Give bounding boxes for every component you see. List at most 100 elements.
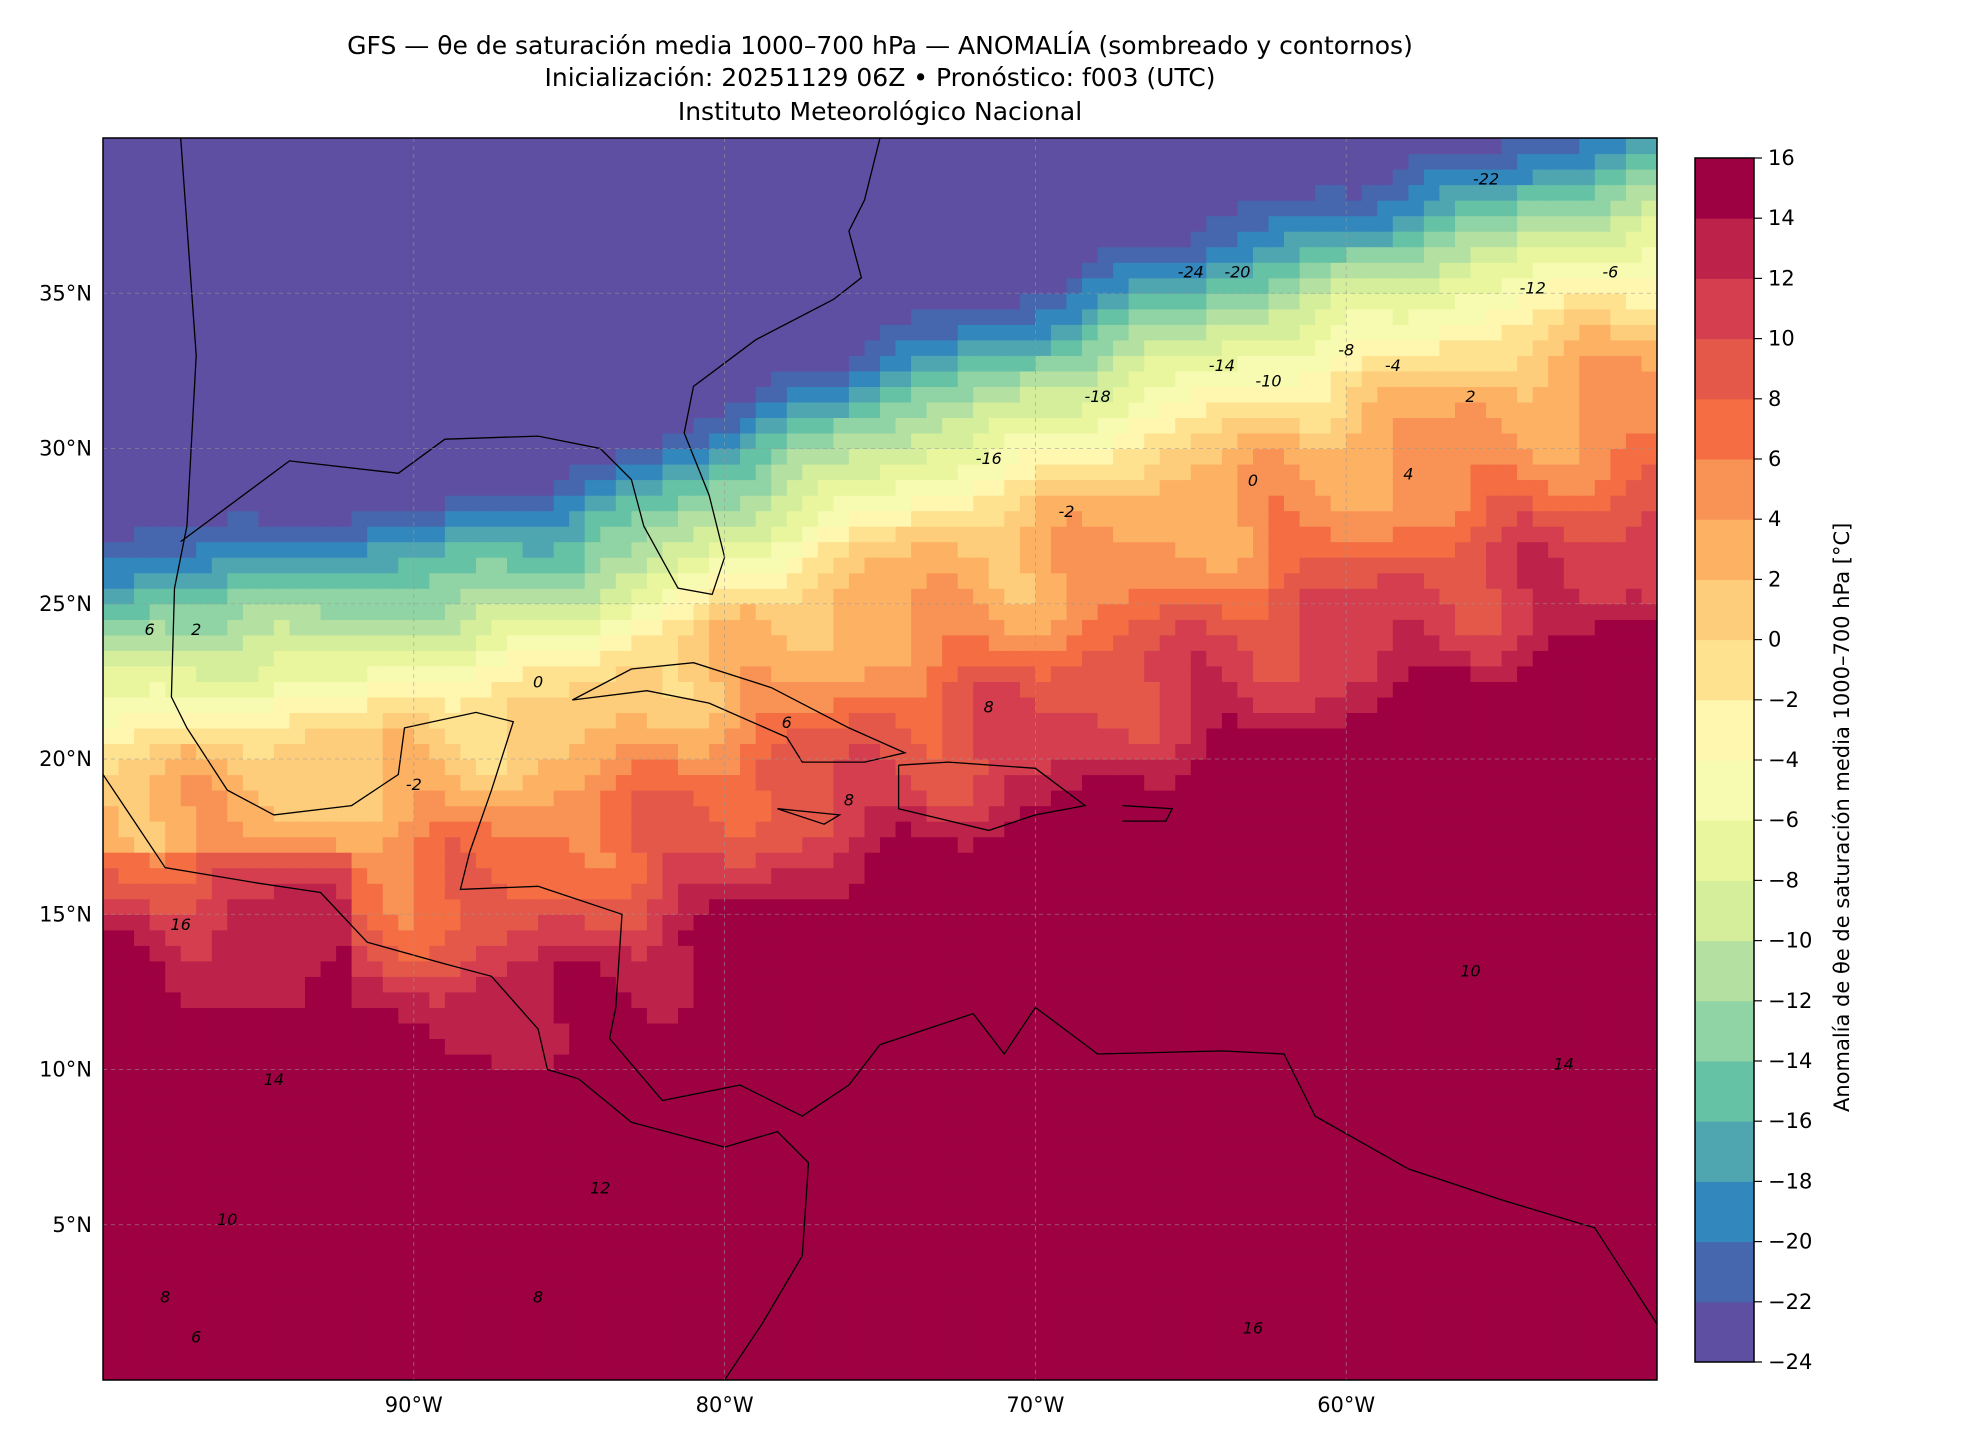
- field-cell: [1190, 1333, 1207, 1350]
- field-cell: [1221, 1302, 1238, 1319]
- field-cell: [1346, 1116, 1363, 1133]
- field-cell: [1113, 836, 1130, 853]
- field-cell: [1019, 1069, 1036, 1086]
- field-cell: [273, 619, 290, 636]
- field-cell: [1299, 1038, 1316, 1055]
- field-cell: [1641, 743, 1657, 760]
- field-cell: [584, 1286, 601, 1303]
- field-cell: [1315, 1147, 1332, 1164]
- field-cell: [1563, 774, 1580, 791]
- field-cell: [1610, 929, 1627, 946]
- field-cell: [491, 945, 508, 962]
- field-cell: [258, 603, 275, 620]
- field-cell: [615, 821, 632, 838]
- field-cell: [1299, 1131, 1316, 1148]
- field-cell: [1066, 727, 1083, 744]
- field-cell: [786, 759, 803, 776]
- field-cell: [507, 634, 524, 651]
- field-cell: [646, 1240, 663, 1257]
- field-cell: [1190, 727, 1207, 744]
- field-cell: [662, 960, 679, 977]
- field-cell: [662, 836, 679, 853]
- field-cell: [398, 883, 415, 900]
- field-cell: [678, 976, 695, 993]
- field-cell: [413, 836, 430, 853]
- field-cell: [848, 1240, 865, 1257]
- field-cell: [786, 619, 803, 636]
- field-cell: [196, 634, 213, 651]
- field-cell: [693, 759, 710, 776]
- field-cell: [1221, 1178, 1238, 1195]
- field-cell: [1330, 650, 1347, 667]
- field-cell: [662, 976, 679, 993]
- field-cell: [1144, 1240, 1161, 1257]
- field-cell: [258, 743, 275, 760]
- field-cell: [631, 1147, 648, 1164]
- field-cell: [1594, 1178, 1611, 1195]
- field-cell: [1315, 650, 1332, 667]
- field-cell: [1346, 836, 1363, 853]
- field-cell: [1128, 945, 1145, 962]
- field-cell: [351, 1085, 368, 1102]
- field-cell: [1004, 696, 1021, 713]
- field-cell: [817, 712, 834, 729]
- field-cell: [476, 774, 493, 791]
- field-cell: [942, 759, 959, 776]
- field-cell: [771, 1271, 788, 1288]
- field-cell: [1625, 1022, 1642, 1039]
- field-cell: [1144, 1116, 1161, 1133]
- field-cell: [242, 1054, 259, 1071]
- field-cell: [755, 883, 772, 900]
- field-cell: [134, 1333, 151, 1350]
- field-cell: [1004, 774, 1021, 791]
- field-cell: [615, 945, 632, 962]
- field-cell: [1190, 743, 1207, 760]
- field-cell: [398, 681, 415, 698]
- field-cell: [1315, 759, 1332, 776]
- field-cell: [1253, 1100, 1270, 1117]
- field-cell: [444, 836, 461, 853]
- field-cell: [134, 1085, 151, 1102]
- field-cell: [709, 1317, 726, 1334]
- field-cell: [942, 1333, 959, 1350]
- field-cell: [289, 1364, 306, 1380]
- field-cell: [1221, 1069, 1238, 1086]
- field-cell: [258, 1116, 275, 1133]
- field-cell: [367, 929, 384, 946]
- field-cell: [429, 1007, 446, 1024]
- field-cell: [1594, 1302, 1611, 1319]
- field-cell: [1346, 1007, 1363, 1024]
- field-cell: [973, 1271, 990, 1288]
- field-cell: [476, 1317, 493, 1334]
- field-cell: [693, 634, 710, 651]
- field-cell: [1455, 960, 1472, 977]
- field-cell: [1066, 1007, 1083, 1024]
- field-cell: [833, 665, 850, 682]
- field-cell: [833, 1193, 850, 1210]
- field-cell: [1237, 945, 1254, 962]
- field-cell: [1144, 790, 1161, 807]
- field-cell: [1548, 1224, 1565, 1241]
- field-cell: [1299, 945, 1316, 962]
- field-cell: [1579, 1271, 1596, 1288]
- field-cell: [1408, 681, 1425, 698]
- field-cell: [1563, 759, 1580, 776]
- field-cell: [1532, 976, 1549, 993]
- field-cell: [1315, 1085, 1332, 1102]
- field-cell: [1470, 681, 1487, 698]
- field-cell: [103, 1147, 120, 1164]
- field-cell: [242, 650, 259, 667]
- field-cell: [196, 1100, 213, 1117]
- field-cell: [507, 1116, 524, 1133]
- field-cell: [1066, 1286, 1083, 1303]
- field-cell: [988, 1007, 1005, 1024]
- field-cell: [1439, 867, 1456, 884]
- field-cell: [1066, 1085, 1083, 1102]
- field-cell: [600, 991, 617, 1008]
- field-cell: [942, 805, 959, 822]
- field-cell: [942, 1209, 959, 1226]
- field-cell: [1548, 619, 1565, 636]
- field-cell: [1517, 1178, 1534, 1195]
- field-cell: [1346, 727, 1363, 744]
- field-cell: [1315, 1022, 1332, 1039]
